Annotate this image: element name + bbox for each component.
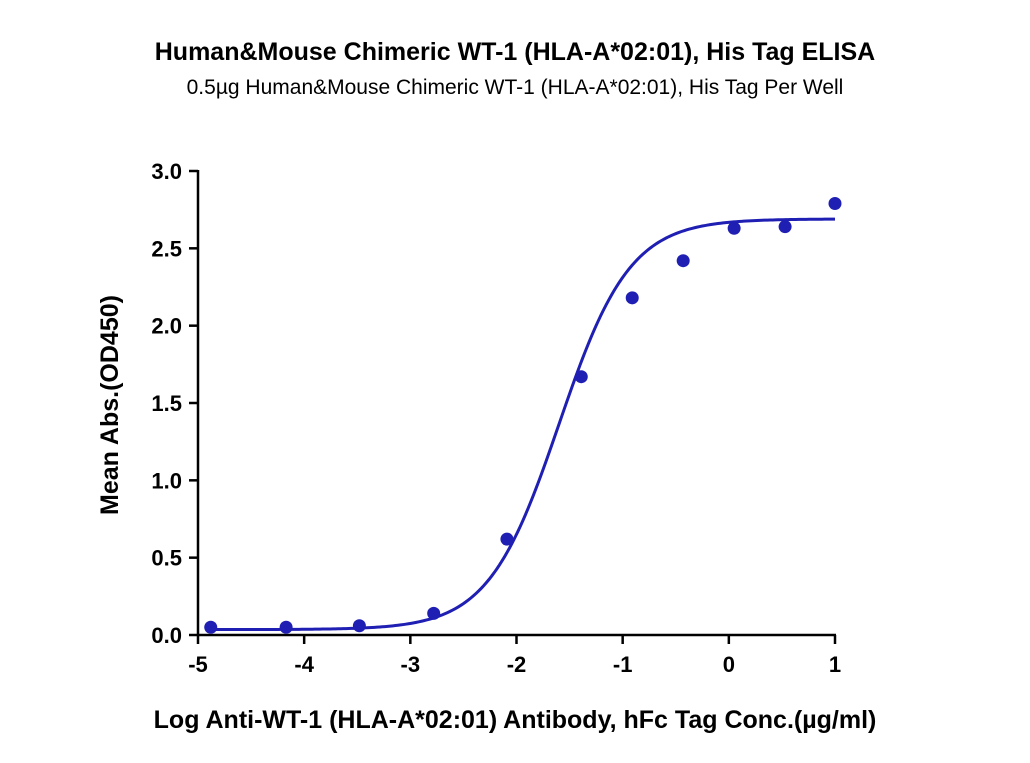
data-point bbox=[204, 620, 218, 634]
y-tick-label: 1.5 bbox=[151, 391, 182, 416]
y-tick-label: 0.5 bbox=[151, 546, 182, 571]
y-tick-label: 3.0 bbox=[151, 159, 182, 184]
x-tick-label: -5 bbox=[188, 652, 208, 677]
y-tick-label: 2.5 bbox=[151, 236, 182, 261]
y-tick-label: 1.0 bbox=[151, 468, 182, 493]
data-point bbox=[279, 620, 293, 634]
y-axis-label: Mean Abs.(OD450) bbox=[96, 295, 124, 515]
data-point bbox=[574, 370, 588, 384]
x-tick-label: -4 bbox=[294, 652, 314, 677]
data-point bbox=[427, 606, 441, 620]
data-point bbox=[828, 196, 842, 210]
x-tick-label: -2 bbox=[507, 652, 527, 677]
x-tick-label: -1 bbox=[613, 652, 633, 677]
data-point bbox=[676, 254, 690, 268]
y-tick-label: 0.0 bbox=[151, 623, 182, 648]
chart-subtitle: 0.5µg Human&Mouse Chimeric WT-1 (HLA-A*0… bbox=[187, 76, 844, 99]
data-point bbox=[625, 291, 639, 305]
data-point bbox=[500, 532, 514, 546]
x-tick-label: 1 bbox=[829, 652, 841, 677]
x-ticks: -5 -4 -3 -2 -1 0 1 bbox=[188, 635, 841, 677]
chart-title: Human&Mouse Chimeric WT-1 (HLA-A*02:01),… bbox=[155, 38, 875, 66]
x-tick-label: 0 bbox=[723, 652, 735, 677]
data-point bbox=[727, 221, 741, 235]
x-axis-label: Log Anti-WT-1 (HLA-A*02:01) Antibody, hF… bbox=[154, 706, 877, 734]
y-tick-label: 2.0 bbox=[151, 314, 182, 339]
axes bbox=[196, 170, 836, 637]
fit-curve bbox=[210, 217, 836, 632]
data-point bbox=[352, 619, 366, 633]
y-ticks: 0.0 0.5 1.0 1.5 2.0 2.5 3.0 bbox=[151, 159, 198, 648]
x-tick-label: -3 bbox=[401, 652, 421, 677]
data-points bbox=[204, 196, 842, 634]
data-point bbox=[778, 220, 792, 234]
